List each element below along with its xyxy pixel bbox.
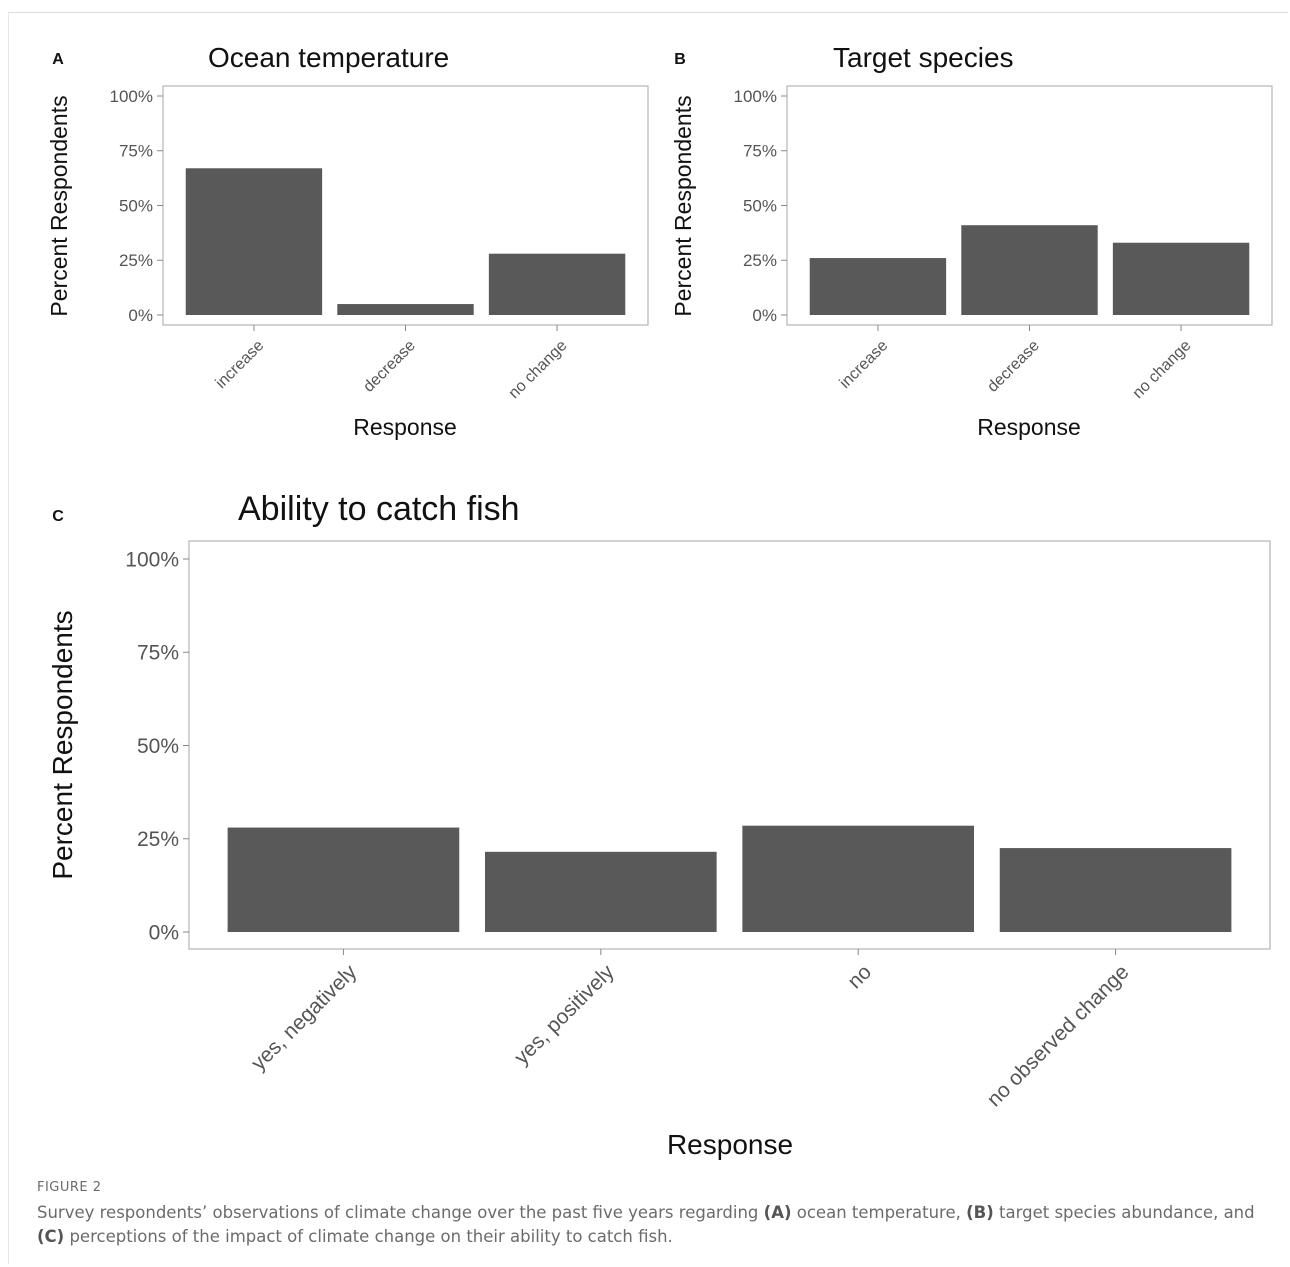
panel-c-bar bbox=[742, 825, 975, 932]
panel-b-ytick-label: 25% bbox=[743, 251, 777, 270]
panel-a-ytick-label: 100% bbox=[110, 87, 153, 106]
panel-c-bar bbox=[999, 848, 1232, 932]
panel-b-bar bbox=[809, 258, 947, 315]
panel-c-bar bbox=[484, 851, 717, 932]
panel-a-bar bbox=[185, 168, 323, 315]
panel-a-xtick-label: decrease bbox=[360, 337, 419, 396]
panel-b-ylabel: Percent Respondents bbox=[670, 95, 696, 316]
panel-c-bar bbox=[227, 827, 460, 932]
panel-c-xlabel: Response bbox=[667, 1129, 793, 1160]
caption-part-3: target species abundance, and bbox=[993, 1203, 1255, 1222]
panel-b-bar bbox=[1112, 242, 1250, 315]
caption-text: Survey respondents’ observations of clim… bbox=[37, 1201, 1267, 1249]
panel-a-ytick-label: 50% bbox=[119, 196, 153, 215]
panel-a-xlabel: Response bbox=[353, 414, 457, 440]
panel-b-ytick-label: 50% bbox=[743, 196, 777, 215]
panel-a-bar bbox=[488, 253, 626, 315]
panel-b-ytick-label: 75% bbox=[743, 142, 777, 161]
panel-b-xtick-label: increase bbox=[837, 337, 892, 392]
panel-b-label: B bbox=[674, 51, 686, 68]
panel-a-title: Ocean temperature bbox=[208, 42, 449, 73]
panel-b-ytick-label: 100% bbox=[734, 87, 777, 106]
panel-b-xtick-label: decrease bbox=[984, 337, 1043, 396]
panel-c-ytick-label: 50% bbox=[137, 735, 179, 758]
panel-c-ylabel: Percent Respondents bbox=[47, 610, 78, 879]
panel-a-bar bbox=[337, 304, 474, 315]
caption-part-2: ocean temperature, bbox=[791, 1203, 967, 1222]
panel-b-xlabel: Response bbox=[977, 414, 1081, 440]
figure-chart: A Ocean temperature 0% 25% 50% 75% 100% increas… bbox=[46, 42, 1273, 1160]
panel-c-xtick-label: yes, positively bbox=[510, 960, 619, 1069]
caption-part-1: Survey respondents’ observations of clim… bbox=[37, 1203, 764, 1222]
panel-c-ytick-label: 100% bbox=[125, 548, 179, 571]
caption-ref-c: (C) bbox=[37, 1227, 65, 1246]
panel-b-xtick-label: no change bbox=[1130, 337, 1195, 402]
panel-a-ytick-label: 25% bbox=[119, 251, 153, 270]
panel-a-xtick-label: increase bbox=[213, 337, 268, 392]
panel-c-xtick-label: yes, negatively bbox=[247, 960, 362, 1075]
panel-b-title: Target species bbox=[833, 42, 1014, 73]
panel-a-ylabel: Percent Respondents bbox=[46, 95, 72, 316]
panel-c-xtick-label: no bbox=[843, 960, 876, 993]
caption-part-4: perceptions of the impact of climate cha… bbox=[64, 1227, 673, 1246]
panel-c-ytick-label: 75% bbox=[137, 642, 179, 665]
panel-b-ytick-label: 0% bbox=[752, 306, 777, 325]
panel-c-xtick-label: no observed change bbox=[983, 960, 1134, 1111]
panel-a-ytick-label: 0% bbox=[128, 306, 153, 325]
caption-ref-b: (B) bbox=[966, 1203, 994, 1222]
panel-c-ytick-label: 25% bbox=[137, 828, 179, 851]
panel-b-bar bbox=[961, 225, 1098, 315]
panel-a-ytick-label: 75% bbox=[119, 142, 153, 161]
panel-c-ytick-label: 0% bbox=[149, 921, 179, 944]
panel-c-label: C bbox=[52, 508, 64, 525]
caption-ref-a: (A) bbox=[763, 1203, 792, 1222]
caption-label: FIGURE 2 bbox=[37, 1180, 102, 1195]
panel-c-title: Ability to catch fish bbox=[238, 490, 520, 528]
figure-frame bbox=[8, 12, 1288, 1264]
panel-a-xtick-label: no change bbox=[506, 337, 571, 402]
figure-caption: FIGURE 2 Survey respondents’ observation… bbox=[37, 1180, 1267, 1249]
panel-a-label: A bbox=[52, 51, 64, 68]
